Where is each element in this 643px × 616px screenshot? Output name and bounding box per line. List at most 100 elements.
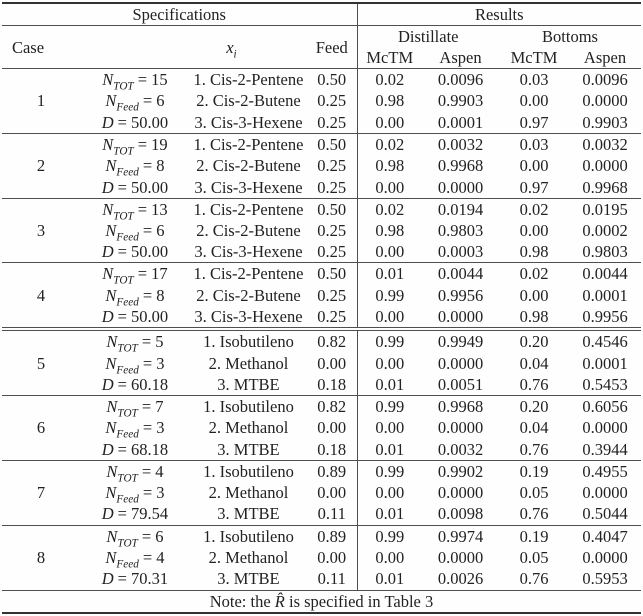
case-7-row-3: D = 79.54 3. MTBE 0.11 0.01 0.0098 0.76 0.5044 [2, 503, 641, 525]
case-number: 7 [1, 459, 80, 525]
spec-value: = 50.00 [117, 242, 169, 262]
feed-cell: 0.00 [317, 418, 347, 438]
component-cell: 1. Cis-2-Pentene [189, 197, 307, 220]
spec-symbol: N [105, 156, 117, 176]
spec-value: = 4 [141, 461, 164, 481]
spec-value: = 60.18 [117, 374, 169, 394]
component-cell: 2. Methanol [208, 483, 289, 503]
spec-subscript: Feed [116, 428, 139, 439]
distillate-mctm-cell: 0.99 [356, 284, 422, 307]
table-note: Note: the R̂ is specified in Table 3 [1, 589, 642, 613]
spec-value: = 8 [142, 285, 165, 305]
note-suffix: is specified in Table 3 [284, 591, 434, 611]
component-cell: 2. Methanol [208, 547, 289, 567]
bottoms-mctm-cell: 0.00 [519, 285, 549, 305]
component-cell: 1. Cis-2-Pentene [189, 68, 307, 91]
spec-value: = 50.00 [117, 112, 169, 132]
case-2-row-2: NFeed = 8 2. Cis-2-Butene 0.25 0.98 0.9968 0.0… [2, 154, 641, 177]
bottoms-mctm-cell: 0.04 [519, 418, 549, 438]
spec-subscript: TOT [113, 209, 134, 220]
feed-cell: 0.50 [306, 132, 357, 155]
spec-subscript: Feed [116, 101, 139, 112]
distillate-aspen-cell: 0.9974 [422, 524, 499, 547]
feed-cell: 0.25 [317, 285, 347, 305]
spec-value: = 5 [141, 332, 164, 352]
case-8-row-1: 8 NTOT = 6 1. Isobutileno 0.89 0.99 0.9974 0.19… [1, 524, 642, 590]
distillate-aspen-cell: 0.0096 [422, 68, 499, 91]
spec-value: = 6 [142, 91, 165, 111]
bottoms-aspen-cell: 0.4546 [569, 327, 642, 353]
feed-cell: 0.25 [317, 91, 347, 111]
spec-subscript: TOT [113, 145, 134, 155]
distillate-aspen-cell: 0.9902 [422, 459, 499, 482]
spec-symbol: N [102, 264, 114, 284]
spec-symbol: N [106, 396, 118, 416]
spec-symbol: D [101, 307, 114, 327]
distillate-mctm-cell: 0.98 [356, 219, 422, 242]
bottoms-mctm-cell: 0.02 [499, 262, 569, 285]
bottoms-mctm-cell: 0.05 [519, 547, 549, 567]
case-7-row-2: NFeed = 3 2. Methanol 0.00 0.00 0.0000 0.05 0.0… [2, 481, 641, 504]
xi-symbol: x [226, 37, 234, 57]
spec-symbol: N [102, 199, 114, 219]
distillate-mctm-cell: 0.01 [356, 373, 422, 396]
distillate-aspen-cell: 0.0000 [437, 353, 484, 373]
spec-symbol: D [101, 112, 114, 132]
spec-value: = 13 [137, 199, 168, 219]
r-hat-symbol: R̂ [274, 591, 285, 611]
spec-cell: D = 60.18 [80, 374, 190, 396]
distillate-aspen-cell: 0.9968 [437, 156, 484, 176]
spec-subscript: Feed [116, 166, 139, 177]
spec-symbol: N [106, 461, 118, 481]
distillate-mctm-cell: 0.99 [356, 394, 422, 418]
spec-symbol: N [105, 353, 117, 373]
spec-subscript: TOT [117, 407, 138, 418]
component-cell: 2. Cis-2-Butene [196, 285, 301, 305]
bottoms-aspen-cell: 0.9956 [582, 307, 628, 327]
spec-value: = 6 [141, 526, 164, 546]
bottoms-mctm-header: McTM [499, 47, 569, 69]
distillate-mctm-cell: 0.00 [356, 352, 422, 374]
distillate-aspen-cell: 0.0000 [437, 307, 484, 327]
spec-symbol: N [102, 70, 114, 90]
distillate-aspen-cell: 0.0001 [437, 112, 484, 132]
bottoms-aspen-cell: 0.3944 [582, 439, 628, 459]
component-cell: 3. Cis-3-Hexene [194, 177, 303, 197]
spec-symbol: N [106, 332, 118, 352]
bottoms-mctm-cell: 0.03 [499, 132, 569, 155]
feed-cell: 0.25 [317, 156, 347, 176]
case-number: 6 [1, 394, 80, 461]
feed-cell: 0.00 [317, 483, 347, 503]
column-header-row-2: McTM Aspen McTM Aspen [2, 47, 642, 69]
xi-header: xi [79, 25, 307, 69]
bottoms-mctm-cell: 0.20 [499, 327, 569, 353]
case-6-row-2: NFeed = 3 2. Methanol 0.00 0.00 0.0000 0.04 0.0… [2, 417, 641, 439]
feed-cell: 0.25 [317, 112, 347, 132]
feed-cell: 0.89 [306, 524, 357, 547]
bottoms-aspen-cell: 0.0000 [582, 91, 628, 111]
case-8-row-2: NFeed = 4 2. Methanol 0.00 0.00 0.0000 0.05 0.0… [2, 546, 641, 569]
spec-cell: NTOT = 6 [79, 524, 190, 547]
spec-cell: NFeed = 6 [80, 220, 190, 241]
spec-cell: D = 50.00 [80, 306, 190, 329]
spec-cell: D = 50.00 [80, 112, 190, 134]
distillate-aspen-cell: 0.0000 [437, 177, 484, 197]
spec-cell: NTOT = 13 [79, 197, 190, 220]
spec-cell: NTOT = 17 [79, 262, 190, 285]
bottoms-aspen-cell: 0.0000 [582, 483, 628, 503]
case-2-row-3: D = 50.00 3. Cis-3-Hexene 0.25 0.00 0.0000 0.9… [2, 176, 641, 199]
distillate-aspen-cell: 0.0051 [437, 374, 484, 394]
bottoms-aspen-cell: 0.9968 [582, 177, 628, 197]
spec-subscript: TOT [113, 80, 134, 91]
bottoms-aspen-cell: 0.0001 [582, 285, 628, 305]
feed-cell: 0.82 [306, 327, 357, 353]
spec-cell: D = 50.00 [80, 241, 190, 263]
bottoms-aspen-cell: 0.0000 [582, 418, 628, 438]
spec-value: = 68.18 [117, 439, 169, 459]
component-cell: 2. Cis-2-Butene [196, 220, 301, 240]
feed-cell: 0.18 [317, 374, 347, 394]
case-1-row-1: 1 NTOT = 15 1. Cis-2-Pentene 0.50 0.02 0.0096 0… [1, 68, 642, 134]
feed-cell: 0.25 [317, 220, 347, 240]
case-2-row-1: 2 NTOT = 19 1. Cis-2-Pentene 0.50 0.02 0.0032 0… [1, 132, 642, 199]
